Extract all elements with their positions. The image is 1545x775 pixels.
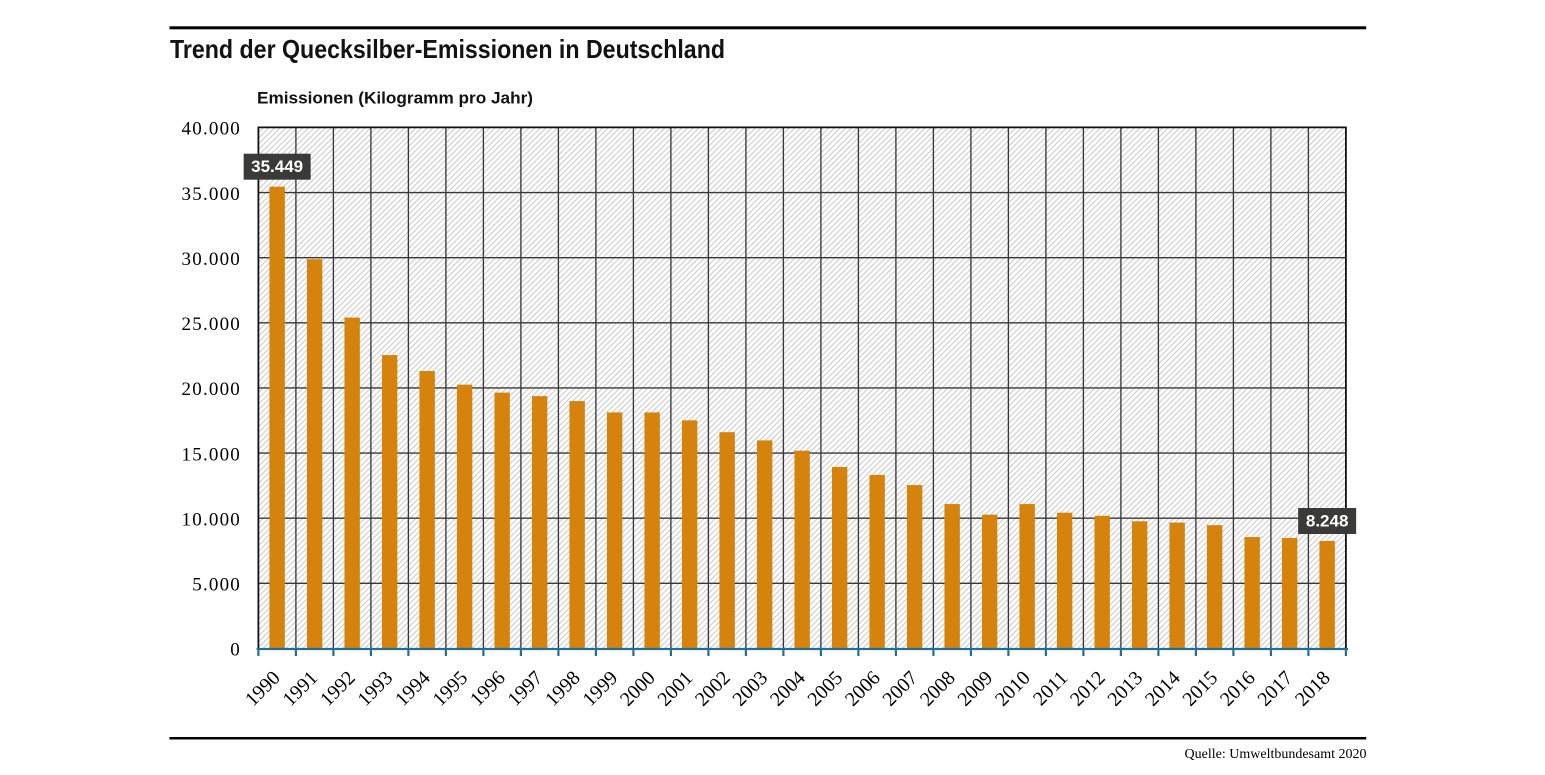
svg-text:10.000: 10.000 bbox=[182, 509, 241, 530]
svg-text:5.000: 5.000 bbox=[192, 575, 241, 596]
svg-text:8.248: 8.248 bbox=[1306, 512, 1349, 531]
svg-text:Quelle: Umweltbundesamt 2020: Quelle: Umweltbundesamt 2020 bbox=[1185, 747, 1367, 762]
svg-text:40.000: 40.000 bbox=[182, 119, 241, 140]
svg-text:25.000: 25.000 bbox=[182, 314, 241, 335]
svg-text:Trend der Quecksilber-Emission: Trend der Quecksilber-Emissionen in Deut… bbox=[170, 34, 725, 64]
svg-text:35.449: 35.449 bbox=[251, 157, 303, 176]
svg-text:15.000: 15.000 bbox=[182, 444, 241, 465]
svg-text:35.000: 35.000 bbox=[182, 184, 241, 205]
svg-text:Emissionen (Kilogramm pro Jahr: Emissionen (Kilogramm pro Jahr) bbox=[257, 90, 533, 108]
svg-text:30.000: 30.000 bbox=[182, 249, 241, 270]
svg-text:20.000: 20.000 bbox=[182, 379, 241, 400]
svg-text:0: 0 bbox=[230, 640, 241, 661]
